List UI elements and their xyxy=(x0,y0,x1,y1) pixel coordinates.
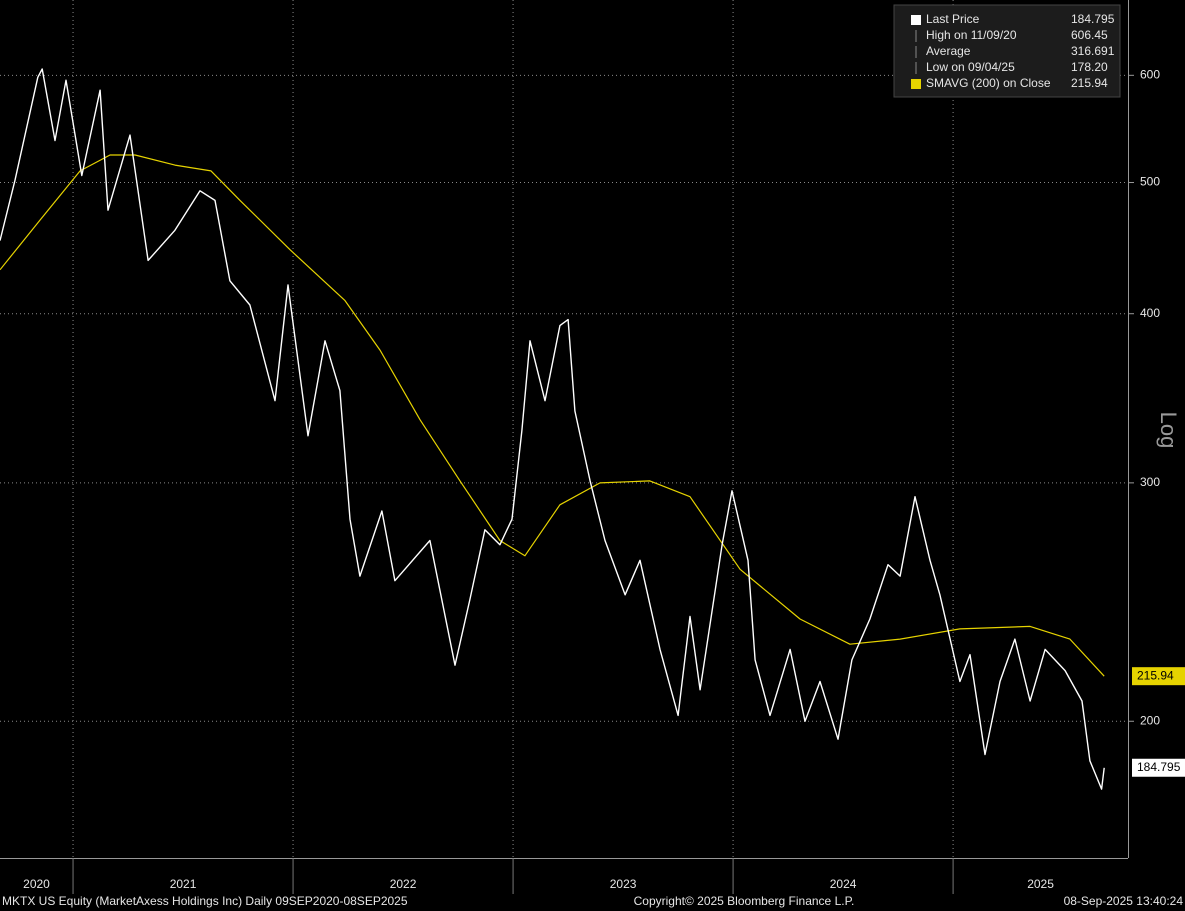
x-axis-band xyxy=(0,858,1128,894)
y-tick-label: 400 xyxy=(1140,306,1160,320)
y-axis-label: Log xyxy=(1156,412,1181,449)
legend-value: 184.795 xyxy=(1071,12,1115,26)
x-tick-label: 2023 xyxy=(610,877,637,891)
y-tick-label: 200 xyxy=(1140,713,1160,727)
legend-label: Average xyxy=(926,44,971,58)
footer-left: MKTX US Equity (MarketAxess Holdings Inc… xyxy=(2,894,408,908)
x-tick-label: 2025 xyxy=(1027,877,1054,891)
x-tick-label: 2024 xyxy=(830,877,857,891)
last-value-tag xyxy=(1132,667,1185,686)
legend: Last Price 184.795 High on 11/09/20 606.45 A… xyxy=(893,4,1121,98)
legend-box xyxy=(893,4,1121,98)
legend-swatch xyxy=(911,79,921,89)
footer-right: 08-Sep-2025 13:40:24 xyxy=(1064,894,1184,908)
legend-value: 606.45 xyxy=(1071,28,1108,42)
legend-label: Last Price xyxy=(926,12,980,26)
legend-label: Low on 09/04/25 xyxy=(926,60,1015,74)
legend-value: 215.94 xyxy=(1071,76,1108,90)
legend-value: 316.691 xyxy=(1071,44,1115,58)
legend-label: High on 11/09/20 xyxy=(926,28,1017,42)
y-tick-label: 500 xyxy=(1140,175,1160,189)
x-tick-label: 2021 xyxy=(170,877,197,891)
series-line xyxy=(0,154,1105,677)
footer-center: Copyright© 2025 Bloomberg Finance L.P. xyxy=(634,894,855,908)
y-tick-label: 600 xyxy=(1140,67,1160,81)
x-tick-label: 2020 xyxy=(23,877,50,891)
legend-value: 178.20 xyxy=(1071,60,1108,74)
legend-label: SMAVG (200) on Close xyxy=(926,76,1051,90)
last-value-tag xyxy=(1132,758,1185,777)
series-line xyxy=(0,68,1105,790)
last-value-label: 184.795 xyxy=(1137,760,1181,774)
y-tick-label: 300 xyxy=(1140,475,1160,489)
x-tick-label: 2022 xyxy=(390,877,417,891)
last-value-label: 215.94 xyxy=(1137,668,1174,682)
legend-swatch xyxy=(911,15,921,25)
